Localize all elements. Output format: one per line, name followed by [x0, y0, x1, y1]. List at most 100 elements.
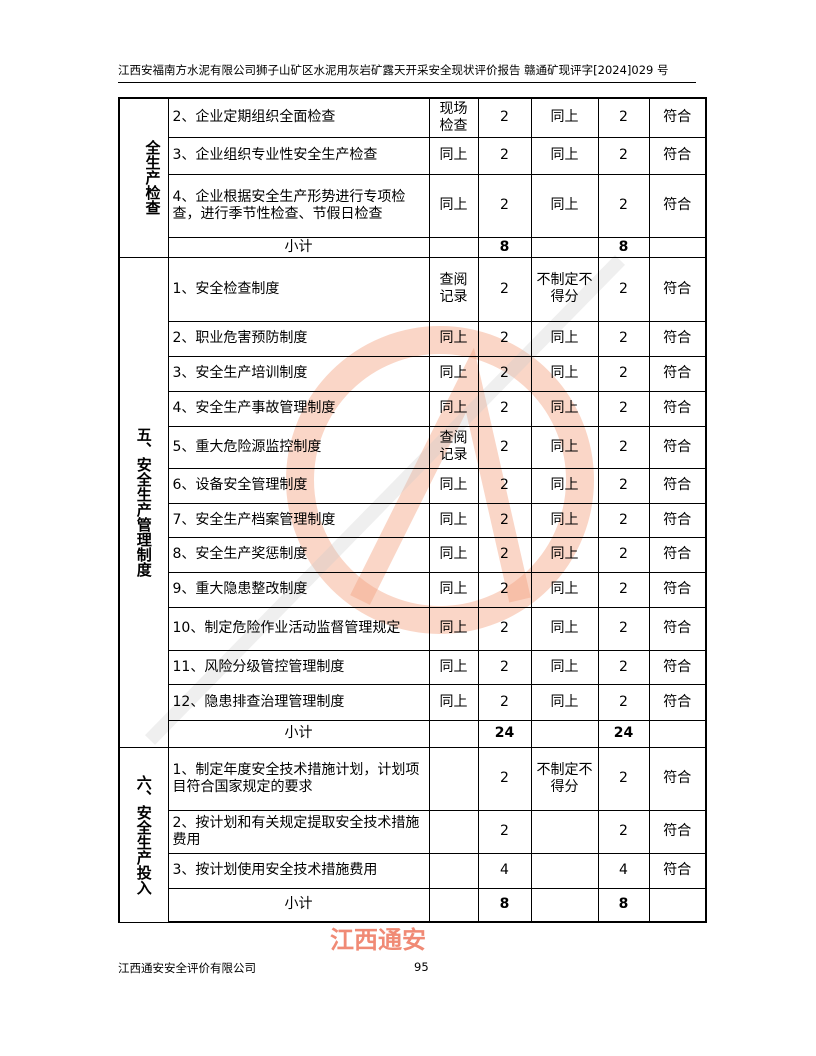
score-cell: 2 — [477, 467, 532, 504]
rule-cell: 同上 — [530, 571, 599, 608]
rule-cell: 同上 — [530, 320, 599, 357]
rule-cell: 同上 — [530, 173, 599, 238]
score-cell: 2 — [477, 746, 532, 811]
item-cell: 12、隐患排查治理管理制度 — [167, 683, 430, 721]
section-title: 六、安全生产投入 — [118, 746, 169, 923]
method-cell: 同上 — [428, 683, 479, 721]
page-header: 江西安福南方水泥有限公司狮子山矿区水泥用灰岩矿露天开采安全现状评价报告 赣通矿现… — [118, 63, 669, 77]
table-row: 全生产检查 2、企业定期组织全面检查 现场检查 2 同上 2 符合 — [118, 97, 707, 258]
item-cell: 8、安全生产奖惩制度 — [167, 536, 430, 573]
got-cell: 2 — [597, 809, 650, 854]
rule-cell: 同上 — [530, 536, 599, 573]
got-cell: 2 — [597, 571, 650, 608]
got-cell: 2 — [597, 746, 650, 811]
method-cell — [428, 809, 479, 854]
result-cell: 符合 — [648, 355, 707, 392]
result-cell: 符合 — [648, 606, 707, 651]
table-row: 9、重大隐患整改制度 同上 2 同上 2 符合 — [119, 571, 707, 608]
got-cell: 2 — [597, 425, 650, 469]
result-cell: 符合 — [648, 173, 707, 238]
got-cell: 2 — [597, 536, 650, 573]
subtotal-score: 8 — [477, 236, 532, 258]
score-cell: 2 — [477, 425, 532, 469]
table-row: 3、按计划使用安全技术措施费用 4 4 符合 — [119, 852, 707, 889]
got-cell: 2 — [597, 320, 650, 357]
page-number: 95 — [414, 960, 429, 974]
score-cell: 2 — [477, 683, 532, 721]
method-cell: 同上 — [428, 355, 479, 392]
table-row: 5、重大危险源监控制度 查阅记录 2 同上 2 符合 — [119, 425, 707, 469]
method-cell: 同上 — [428, 606, 479, 651]
table-row: 2、职业危害预防制度 同上 2 同上 2 符合 — [119, 320, 707, 357]
rule-cell: 不制定不得分 — [530, 746, 599, 811]
evaluation-table: 全生产检查 2、企业定期组织全面检查 现场检查 2 同上 2 符合 3、企业组织专业性安全生产… — [118, 97, 707, 923]
result-cell: 符合 — [648, 256, 707, 322]
rule-cell: 不制定不得分 — [530, 256, 599, 322]
got-cell: 2 — [597, 136, 650, 175]
got-cell: 2 — [597, 355, 650, 392]
got-cell: 2 — [597, 97, 650, 138]
item-cell: 3、企业组织专业性安全生产检查 — [167, 136, 430, 175]
table-row: 12、隐患排查治理管理制度 同上 2 同上 2 符合 — [119, 683, 707, 721]
got-cell: 2 — [597, 502, 650, 538]
got-cell: 4 — [597, 852, 650, 889]
got-cell: 2 — [597, 683, 650, 721]
method-cell: 同上 — [428, 571, 479, 608]
rule-cell: 同上 — [530, 467, 599, 504]
result-cell: 符合 — [648, 571, 707, 608]
item-cell: 3、按计划使用安全技术措施费用 — [167, 852, 430, 889]
rule-cell: 同上 — [530, 136, 599, 175]
result-cell: 符合 — [648, 467, 707, 504]
rule-cell: 同上 — [530, 649, 599, 685]
empty-cell — [428, 236, 479, 258]
result-cell: 符合 — [648, 746, 707, 811]
item-cell: 6、设备安全管理制度 — [167, 467, 430, 504]
method-cell: 同上 — [428, 320, 479, 357]
method-cell: 同上 — [428, 536, 479, 573]
score-cell: 2 — [477, 502, 532, 538]
table-row: 11、风险分级管控管理制度 同上 2 同上 2 符合 — [119, 649, 707, 685]
method-cell: 同上 — [428, 649, 479, 685]
method-cell: 同上 — [428, 136, 479, 175]
header-divider — [118, 82, 696, 83]
result-cell: 符合 — [648, 852, 707, 889]
empty-cell — [648, 719, 707, 748]
subtotal-score: 8 — [477, 887, 532, 923]
method-cell: 同上 — [428, 502, 479, 538]
table-row: 五、安全生产管理制度 1、安全检查制度 查阅记录 2 不制定不得分 2 符合 — [118, 256, 707, 748]
empty-cell — [530, 719, 599, 748]
subtotal-row: 小计 8 8 — [119, 887, 707, 923]
item-cell: 4、企业根据安全生产形势进行专项检查，进行季节性检查、节假日检查 — [167, 173, 430, 238]
result-cell: 符合 — [648, 97, 707, 138]
table-row: 4、企业根据安全生产形势进行专项检查，进行季节性检查、节假日检查 同上 2 同上 2 符合 — [119, 173, 707, 238]
result-cell: 符合 — [648, 536, 707, 573]
watermark-text: 江西通安 — [330, 926, 426, 954]
method-cell: 同上 — [428, 467, 479, 504]
item-cell: 5、重大危险源监控制度 — [167, 425, 430, 469]
rule-cell: 同上 — [530, 390, 599, 427]
score-cell: 2 — [477, 536, 532, 573]
table-row: 4、安全生产事故管理制度 同上 2 同上 2 符合 — [119, 390, 707, 427]
method-cell: 查阅记录 — [428, 256, 479, 322]
score-cell: 4 — [477, 852, 532, 889]
empty-cell — [428, 719, 479, 748]
footer-company: 江西通安安全评价有限公司 — [118, 961, 256, 975]
table-row: 7、安全生产档案管理制度 同上 2 同上 2 符合 — [119, 502, 707, 538]
rule-cell: 同上 — [530, 683, 599, 721]
result-cell: 符合 — [648, 502, 707, 538]
result-cell: 符合 — [648, 649, 707, 685]
subtotal-row: 小计 24 24 — [119, 719, 707, 748]
empty-cell — [530, 887, 599, 923]
subtotal-got: 8 — [597, 236, 650, 258]
empty-cell — [530, 236, 599, 258]
subtotal-row: 小计 8 8 — [119, 236, 707, 258]
rule-cell: 同上 — [530, 355, 599, 392]
subtotal-got: 24 — [597, 719, 650, 748]
got-cell: 2 — [597, 649, 650, 685]
score-cell: 2 — [477, 606, 532, 651]
got-cell: 2 — [597, 256, 650, 322]
score-cell: 2 — [477, 97, 532, 138]
rule-cell — [530, 852, 599, 889]
method-cell: 同上 — [428, 173, 479, 238]
